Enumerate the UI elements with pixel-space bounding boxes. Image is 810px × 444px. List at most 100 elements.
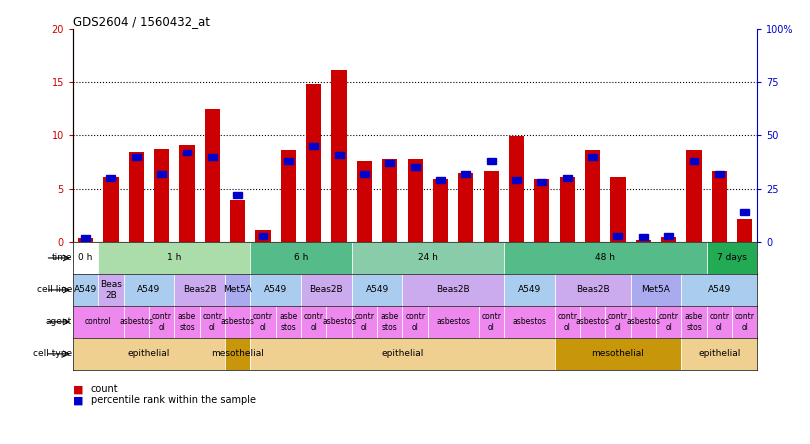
Bar [149, 306, 174, 338]
Bar [73, 274, 98, 306]
Text: time: time [52, 254, 72, 262]
Bar [689, 158, 698, 164]
Text: contr
ol: contr ol [481, 312, 501, 332]
Text: epithelial: epithelial [128, 349, 170, 358]
Text: contr
ol: contr ol [735, 312, 755, 332]
Bar [737, 218, 752, 242]
Bar [636, 240, 651, 242]
Text: A549: A549 [264, 285, 288, 294]
Text: cell line: cell line [36, 285, 72, 294]
Text: count: count [91, 384, 118, 394]
Bar [538, 179, 546, 185]
Text: Beas2B: Beas2B [437, 285, 470, 294]
Text: contr
ol: contr ol [405, 312, 425, 332]
Text: contr
ol: contr ol [557, 312, 578, 332]
Bar [462, 171, 471, 177]
Text: 7 days: 7 days [717, 254, 747, 262]
Bar [686, 151, 701, 242]
Bar [386, 160, 394, 166]
Text: contr
ol: contr ol [151, 312, 172, 332]
Bar [403, 306, 428, 338]
Text: contr
ol: contr ol [355, 312, 374, 332]
Bar [605, 306, 631, 338]
Bar [411, 164, 420, 170]
Bar [504, 274, 555, 306]
Text: agent: agent [46, 317, 72, 326]
Bar [306, 84, 322, 242]
Bar [585, 151, 600, 242]
Text: contr
ol: contr ol [253, 312, 273, 332]
Bar [484, 170, 499, 242]
Bar [255, 230, 271, 242]
Bar [78, 238, 93, 242]
Bar [309, 143, 318, 149]
Bar [179, 145, 194, 242]
Bar [199, 306, 225, 338]
Bar [504, 242, 706, 274]
Bar [81, 235, 90, 241]
Bar [73, 306, 124, 338]
Bar [352, 242, 504, 274]
Text: mesothelial: mesothelial [211, 349, 264, 358]
Text: 24 h: 24 h [418, 254, 437, 262]
Bar [664, 233, 673, 238]
Text: percentile rank within the sample: percentile rank within the sample [91, 395, 256, 405]
Bar [535, 179, 549, 242]
Bar [98, 274, 124, 306]
Text: A549: A549 [708, 285, 731, 294]
Bar [613, 233, 622, 238]
Bar [124, 306, 149, 338]
Text: asbestos: asbestos [322, 317, 356, 326]
Text: Met5A: Met5A [642, 285, 671, 294]
Bar [250, 242, 352, 274]
Text: asbestos: asbestos [576, 317, 610, 326]
Text: epithelial: epithelial [698, 349, 740, 358]
Bar [715, 171, 724, 177]
Bar [487, 158, 496, 164]
Bar [428, 306, 479, 338]
Bar [326, 306, 352, 338]
Bar [225, 338, 250, 370]
Bar [631, 274, 681, 306]
Bar [250, 306, 275, 338]
Bar [563, 175, 572, 181]
Bar [479, 306, 504, 338]
Bar [205, 109, 220, 242]
Bar [104, 177, 118, 242]
Text: A549: A549 [138, 285, 160, 294]
Bar [357, 161, 372, 242]
Bar [639, 234, 648, 240]
Bar [661, 237, 676, 242]
Bar [377, 306, 403, 338]
Bar [157, 171, 166, 177]
Bar [504, 306, 555, 338]
Bar [360, 171, 369, 177]
Bar [509, 136, 524, 242]
Bar [284, 158, 292, 164]
Bar [436, 177, 445, 183]
Text: Beas
2B: Beas 2B [100, 280, 122, 300]
Text: 48 h: 48 h [595, 254, 616, 262]
Bar [73, 242, 98, 274]
Bar [560, 177, 575, 242]
Text: A549: A549 [74, 285, 97, 294]
Text: Beas2B: Beas2B [576, 285, 609, 294]
Text: Met5A: Met5A [224, 285, 252, 294]
Bar [403, 274, 504, 306]
Bar [352, 306, 377, 338]
Text: asbestos: asbestos [512, 317, 546, 326]
Bar [301, 306, 326, 338]
Text: contr
ol: contr ol [202, 312, 222, 332]
Bar [233, 192, 242, 198]
Bar [631, 306, 656, 338]
Text: ■: ■ [73, 395, 83, 405]
Text: control: control [85, 317, 112, 326]
Bar [580, 306, 605, 338]
Bar [681, 306, 706, 338]
Bar [458, 173, 473, 242]
Bar [250, 274, 301, 306]
Text: Beas2B: Beas2B [309, 285, 343, 294]
Text: mesothelial: mesothelial [591, 349, 645, 358]
Bar [610, 177, 625, 242]
Bar [154, 149, 169, 242]
